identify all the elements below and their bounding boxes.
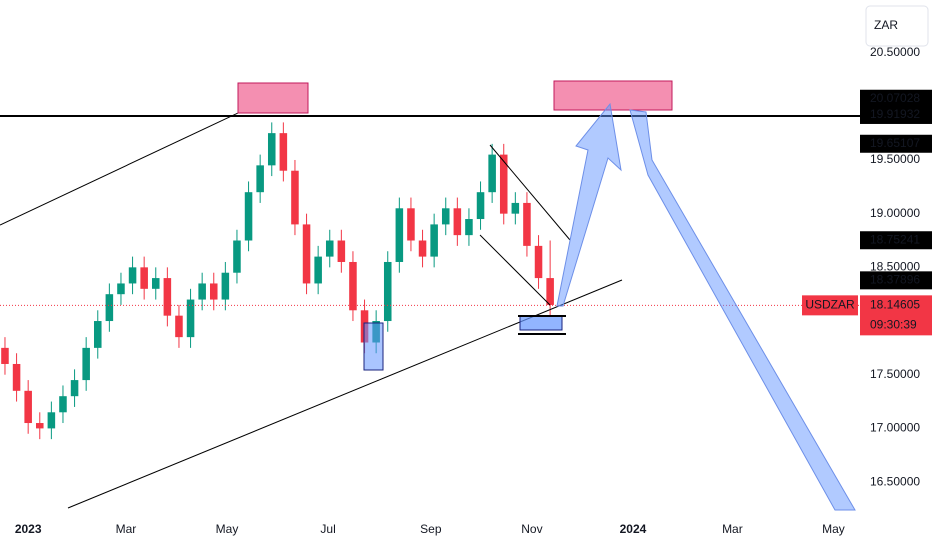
trend-line xyxy=(0,96,273,226)
candle-body xyxy=(441,208,450,225)
candle-body xyxy=(383,261,392,322)
candle-body xyxy=(151,278,160,289)
currency-box[interactable] xyxy=(865,5,929,47)
symbol-label: USDZAR xyxy=(805,298,855,312)
candle-body xyxy=(244,192,253,241)
price-tag-label: 18.37896 xyxy=(870,273,920,287)
candle-body xyxy=(430,224,438,257)
candle-body xyxy=(117,283,125,295)
candle-body xyxy=(465,219,473,236)
x-tick-label: May xyxy=(216,522,239,536)
candle-body xyxy=(128,267,137,284)
candle-body xyxy=(221,272,230,300)
candle-body xyxy=(82,347,90,381)
price-tag xyxy=(860,231,932,250)
candle-body xyxy=(256,165,264,193)
y-tick-label: 20.50000 xyxy=(870,45,920,59)
y-tick-label: 16.50000 xyxy=(870,474,920,488)
drawings xyxy=(0,80,860,511)
price-tag-label: 20.07028 xyxy=(870,91,920,105)
candle-body xyxy=(35,423,44,429)
candle-body xyxy=(279,133,288,171)
candle-body xyxy=(209,283,218,300)
candle-body xyxy=(302,224,311,284)
symbol-tag xyxy=(802,295,858,316)
plot xyxy=(0,122,860,440)
candle-body xyxy=(407,208,415,241)
price-tag-label: 19.65107 xyxy=(870,136,920,150)
x-tick-label: Nov xyxy=(521,522,542,536)
candle-body xyxy=(233,240,241,273)
candle-body xyxy=(140,267,148,289)
candle-body xyxy=(511,202,520,214)
candle-body xyxy=(105,294,114,322)
candle-body xyxy=(198,283,206,300)
price-tag-label: 18.75241 xyxy=(870,232,920,246)
x-tick-label: May xyxy=(822,522,845,536)
candle-body xyxy=(24,390,32,424)
x-tick-label: Sep xyxy=(420,522,442,536)
price-tag xyxy=(860,89,932,108)
y-tick-label: 19.00000 xyxy=(870,206,920,220)
countdown: 09:30:39 xyxy=(870,318,917,332)
zone xyxy=(519,315,563,331)
channel-line xyxy=(489,144,571,241)
candle-body xyxy=(163,278,172,316)
candle-body xyxy=(325,240,334,257)
candle-body xyxy=(418,240,427,257)
channel-line xyxy=(479,234,551,306)
y-tick-label: 17.00000 xyxy=(870,421,920,435)
arrow-down xyxy=(629,109,856,511)
candle-body xyxy=(488,154,496,193)
candle-body xyxy=(175,315,183,338)
zone xyxy=(237,82,309,114)
x-tick-label: 2023 xyxy=(15,522,42,536)
candle-body xyxy=(523,202,531,246)
zone xyxy=(553,80,673,111)
y-tick-label: 19.50000 xyxy=(870,152,920,166)
candle-body xyxy=(1,347,9,364)
candle-body xyxy=(546,278,554,305)
arrow-up xyxy=(556,102,622,307)
x-tick-label: Jul xyxy=(320,522,335,536)
price-tag xyxy=(860,134,932,153)
price-axis: 20.50000 19.50000 19.00000 18.50000 17.50000… xyxy=(15,45,932,536)
candle-body xyxy=(476,192,485,220)
price-tag xyxy=(860,105,932,124)
candle-body xyxy=(349,261,357,311)
y-tick-label: 18.50000 xyxy=(870,260,920,274)
candle-body xyxy=(453,208,462,236)
x-tick-label: 2024 xyxy=(620,522,647,536)
last-price-label: 18.14605 xyxy=(870,298,920,312)
zone xyxy=(363,322,384,371)
candle-body xyxy=(499,154,508,214)
candle-body xyxy=(314,256,322,284)
candle-body xyxy=(291,170,299,225)
y-tick-label: 17.50000 xyxy=(870,367,920,381)
x-tick-label: Mar xyxy=(116,522,137,536)
candle-body xyxy=(395,208,404,262)
x-tick-label: Mar xyxy=(722,522,743,536)
candle-body xyxy=(70,380,79,397)
candle-body xyxy=(534,245,543,279)
candle-body xyxy=(12,363,21,391)
candle-body xyxy=(93,321,102,348)
candle-body xyxy=(186,299,195,338)
candle-body xyxy=(59,396,67,413)
currency: ZAR xyxy=(874,18,898,32)
candle-body xyxy=(337,240,346,262)
candle-body xyxy=(267,133,276,166)
last-price-tag xyxy=(860,295,932,336)
price-tag xyxy=(860,271,932,290)
candle-body xyxy=(47,412,56,429)
price-tag-label: 19.91932 xyxy=(870,107,920,121)
